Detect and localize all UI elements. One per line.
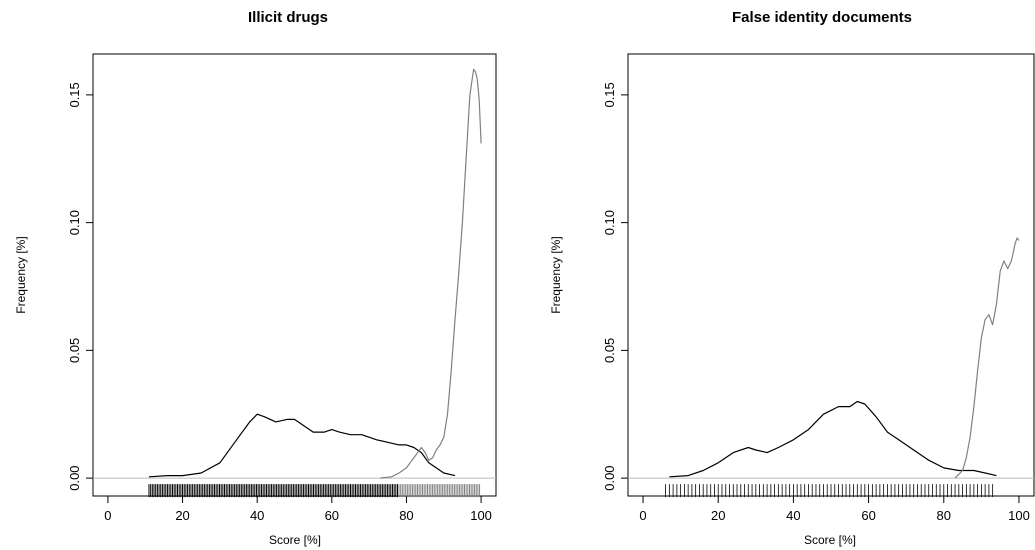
panel-title: False identity documents bbox=[732, 9, 912, 26]
x-axis-label: Score [%] bbox=[804, 533, 856, 547]
x-tick-label: 80 bbox=[937, 508, 951, 523]
panel-title: Illicit drugs bbox=[248, 9, 328, 26]
y-axis-label: Frequency [%] bbox=[14, 236, 28, 313]
density-line-black bbox=[669, 400, 997, 478]
x-axis-label: Score [%] bbox=[269, 533, 321, 547]
plot-marks: 0 20 40 60 80 100 0.00 0.05 0.10 0.15 bbox=[602, 82, 1034, 523]
x-tick-label: 80 bbox=[399, 508, 413, 523]
y-tick-label: 0.10 bbox=[67, 210, 82, 235]
y-tick-label: 0.00 bbox=[67, 465, 82, 490]
density-line-gray bbox=[380, 68, 482, 479]
x-tick-label: 0 bbox=[639, 508, 646, 523]
y-tick-label: 0.00 bbox=[602, 465, 617, 490]
y-tick-label: 0.15 bbox=[67, 82, 82, 107]
x-tick-label: 100 bbox=[1008, 508, 1030, 523]
y-tick-label: 0.05 bbox=[602, 338, 617, 363]
density-line-gray bbox=[954, 237, 1020, 479]
plot-marks: 0 20 40 60 80 100 0.00 0.05 0.10 0.15 bbox=[67, 68, 496, 523]
panel-illicit-drugs: Illicit drugs Score [%] Frequency [%] 0 2… bbox=[14, 9, 497, 547]
x-tick-label: 20 bbox=[711, 508, 725, 523]
y-tick-label: 0.10 bbox=[602, 210, 617, 235]
x-tick-label: 60 bbox=[325, 508, 339, 523]
x-tick-label: 20 bbox=[175, 508, 189, 523]
x-tick-label: 40 bbox=[250, 508, 264, 523]
y-tick-label: 0.05 bbox=[67, 338, 82, 363]
x-tick-label: 0 bbox=[104, 508, 111, 523]
plot-box bbox=[92, 53, 497, 497]
density-line-black bbox=[148, 413, 456, 478]
plot-box bbox=[627, 53, 1035, 497]
x-tick-label: 60 bbox=[861, 508, 875, 523]
x-tick-label: 40 bbox=[786, 508, 800, 523]
panel-false-identity-documents: False identity documents Score [%] Frequ… bbox=[549, 9, 1035, 547]
y-axis-label: Frequency [%] bbox=[549, 236, 563, 313]
x-tick-label: 100 bbox=[470, 508, 492, 523]
y-tick-label: 0.15 bbox=[602, 82, 617, 107]
